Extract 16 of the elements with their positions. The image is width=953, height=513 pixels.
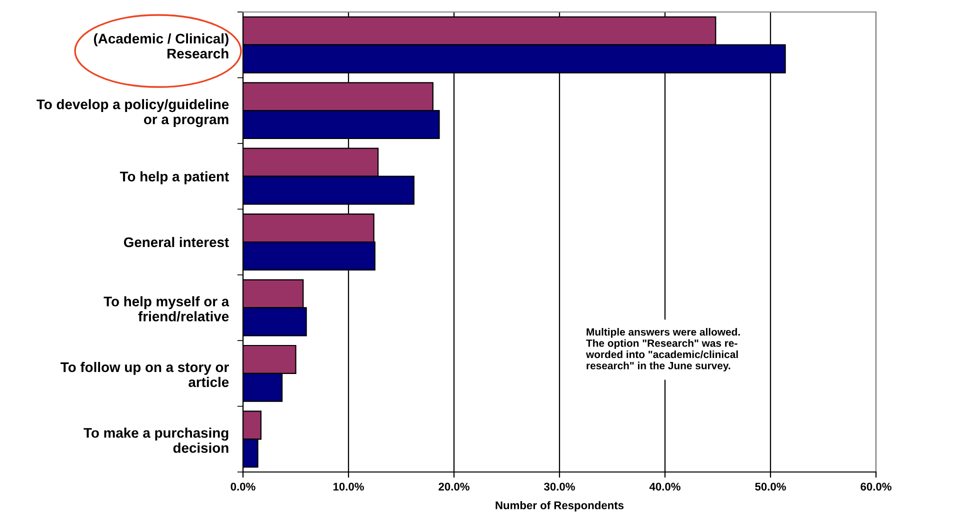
x-tick-label: 10.0% <box>333 482 364 491</box>
y-tick-label: To develop a policy/guideline or a program <box>36 99 229 128</box>
y-tick-label: To follow up on a story or article <box>60 362 229 388</box>
y-tick-label: To make a purchasing decision <box>84 428 228 453</box>
x-tick-label: 50.0% <box>755 482 786 491</box>
x-axis-title: Number of Respondents <box>496 501 624 512</box>
x-tick-label: 0.0% <box>230 482 256 491</box>
annotation: Multiple answers were allowed. The option "Research" was re- worded into "academic/clinical research" in the June survey. <box>586 328 740 372</box>
x-tick-label: 20.0% <box>438 482 470 491</box>
y-tick-label: To help a patient <box>120 171 229 184</box>
x-tick-label: 60.0% <box>860 482 892 491</box>
x-tick-label: 40.0% <box>649 482 680 491</box>
y-tick-label: To help myself or a friend/relative <box>104 296 230 322</box>
y-tick-label: General interest <box>124 236 229 248</box>
x-tick-label: 30.0% <box>544 482 575 491</box>
y-tick-label: (Academic / Clinical) Research <box>94 33 228 59</box>
